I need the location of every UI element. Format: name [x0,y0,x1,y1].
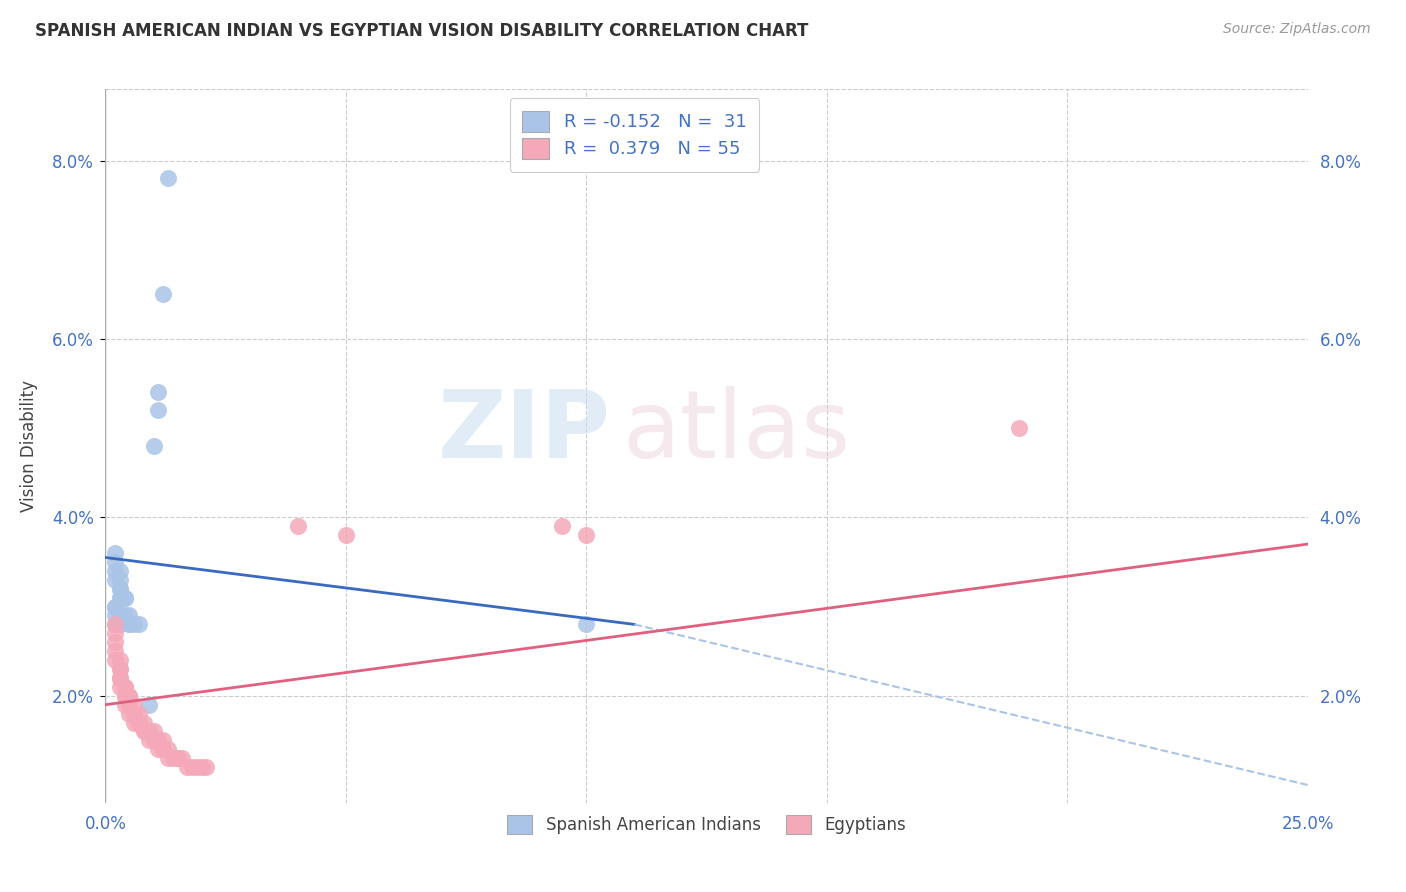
Point [118,698,141,712]
Point [1008,421,1031,435]
Point [108,582,131,596]
Point [148,385,170,400]
Text: ZIP: ZIP [437,385,610,478]
Point [118,689,141,703]
Point [128,706,150,721]
Text: Source: ZipAtlas.com: Source: ZipAtlas.com [1223,22,1371,37]
Point [124,706,146,721]
Point [124,698,146,712]
Point [575,617,598,632]
Point [142,439,165,453]
Point [104,626,127,640]
Point [104,564,127,578]
Point [148,742,170,756]
Point [138,724,160,739]
Point [108,608,131,623]
Point [172,751,194,765]
Point [104,635,127,649]
Point [104,555,127,569]
Point [124,706,146,721]
Point [132,724,155,739]
Point [166,751,188,765]
Point [114,689,136,703]
Point [128,715,150,730]
Point [128,617,150,632]
Point [108,671,131,685]
Point [156,751,179,765]
Legend: Spanish American Indians, Egyptians: Spanish American Indians, Egyptians [498,805,915,845]
Point [108,573,131,587]
Point [138,698,160,712]
Point [132,724,155,739]
Point [335,528,357,542]
Point [132,715,155,730]
Point [108,564,131,578]
Point [162,751,184,765]
Point [104,608,127,623]
Point [108,671,131,685]
Point [118,617,141,632]
Point [148,733,170,747]
Text: atlas: atlas [623,385,851,478]
Point [195,760,218,774]
Point [575,528,598,542]
Point [551,519,574,533]
Point [114,698,136,712]
Point [128,715,150,730]
Point [287,519,309,533]
Point [142,733,165,747]
Point [118,698,141,712]
Point [142,724,165,739]
Point [152,287,174,301]
Point [104,653,127,667]
Point [108,662,131,676]
Point [118,689,141,703]
Point [114,680,136,694]
Text: SPANISH AMERICAN INDIAN VS EGYPTIAN VISION DISABILITY CORRELATION CHART: SPANISH AMERICAN INDIAN VS EGYPTIAN VISI… [35,22,808,40]
Point [104,599,127,614]
Point [104,573,127,587]
Point [108,591,131,605]
Point [104,546,127,560]
Point [124,617,146,632]
Point [118,617,141,632]
Point [108,591,131,605]
Y-axis label: Vision Disability: Vision Disability [20,380,38,512]
Point [104,599,127,614]
Point [148,403,170,417]
Point [190,760,212,774]
Point [114,689,136,703]
Point [124,715,146,730]
Point [108,662,131,676]
Point [108,680,131,694]
Point [114,608,136,623]
Point [176,760,198,774]
Point [114,591,136,605]
Point [138,733,160,747]
Point [114,591,136,605]
Point [156,742,179,756]
Point [108,582,131,596]
Point [166,751,188,765]
Point [156,171,179,186]
Point [114,680,136,694]
Point [186,760,208,774]
Point [104,617,127,632]
Point [152,733,174,747]
Point [181,760,204,774]
Point [118,706,141,721]
Point [118,608,141,623]
Point [108,653,131,667]
Point [108,617,131,632]
Point [152,742,174,756]
Point [104,617,127,632]
Point [104,644,127,658]
